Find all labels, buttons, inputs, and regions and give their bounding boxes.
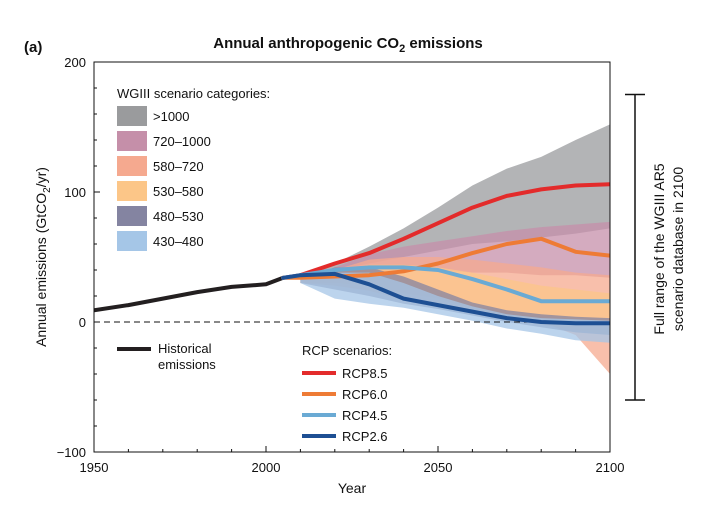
legend-label-rcp4-5: RCP4.5 [342, 408, 388, 423]
legend-swatch-530-580 [117, 181, 147, 201]
legend-label-rcp6-0: RCP6.0 [342, 387, 388, 402]
rcp-legend: RCP scenarios: RCP8.5 RCP6.0 RCP4.5 RCP2.6 [302, 343, 392, 444]
legend-swatch-1000 [117, 106, 147, 126]
legend-swatch-480-530 [117, 206, 147, 226]
y-tick-label: −100 [57, 445, 86, 460]
x-tick-label: 1950 [80, 460, 109, 475]
x-tick-label: 2000 [252, 460, 281, 475]
full-range-bar: Full range of the WGIII AR5 scenario dat… [625, 93, 686, 401]
range-bar-label-line2: scenario database in 2100 [670, 167, 686, 331]
line-rcp6-0 [281, 236, 610, 280]
legend-label-1000: >1000 [153, 109, 190, 124]
legend-swatch-430-480 [117, 231, 147, 251]
y-tick-label: 0 [79, 315, 86, 330]
legend-label-480-530: 480–530 [153, 209, 204, 224]
x-tick-label: 2100 [596, 460, 625, 475]
legend-swatch-580-720 [117, 156, 147, 176]
chart-title: Annual anthropogenic CO2 emissions [213, 35, 483, 55]
line-rcp4-5 [281, 265, 610, 304]
legend-swatch-720-1000 [117, 131, 147, 151]
x-tick-label: 2050 [424, 460, 453, 475]
legend-label-720-1000: 720–1000 [153, 134, 211, 149]
historical-legend: Historical emissions [117, 341, 216, 372]
legend-label-530-580: 530–580 [153, 184, 204, 199]
y-tick-label: 100 [64, 185, 86, 200]
legend-label-580-720: 580–720 [153, 159, 204, 174]
x-axis: 1950 2000 2050 2100 [80, 446, 625, 475]
legend-label-rcp8-5: RCP8.5 [342, 366, 388, 381]
historical-legend-label: Historical emissions [158, 341, 216, 372]
category-legend-title: WGIII scenario categories: [117, 86, 270, 101]
line-historical [94, 275, 284, 313]
plot-frame [93, 61, 611, 453]
y-tick-label: 200 [64, 55, 86, 70]
category-legend: WGIII scenario categories: >1000 720–1000… [117, 86, 270, 251]
rcp-legend-title: RCP scenarios: [302, 343, 392, 358]
range-bar-label-line1: Full range of the WGIII AR5 [651, 163, 667, 334]
line-rcp8-5 [281, 182, 610, 280]
legend-label-rcp2-6: RCP2.6 [342, 429, 388, 444]
y-axis-title: Annual emissions (GtCO2/yr) [33, 167, 53, 347]
band-1000 [300, 124, 610, 280]
legend-label-430-480: 430–480 [153, 234, 204, 249]
x-axis-title: Year [338, 480, 367, 496]
y-axis: −100 0 100 200 [57, 55, 100, 460]
series-lines [94, 182, 610, 326]
line-rcp2-6 [281, 271, 610, 326]
panel-label: (a) [24, 39, 42, 56]
